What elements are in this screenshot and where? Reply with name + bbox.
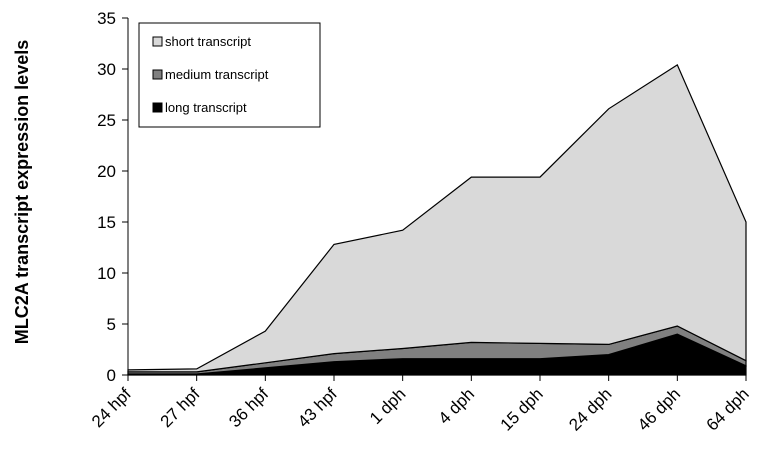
y-tick-label: 25: [97, 111, 116, 130]
x-tick-label: 24 dph: [565, 384, 615, 434]
x-tick-label: 46 dph: [634, 384, 684, 434]
x-tick-label: 43 hpf: [294, 384, 341, 431]
y-tick-label: 5: [107, 315, 116, 334]
x-tick-label: 27 hpf: [157, 384, 204, 431]
legend-swatch: [152, 36, 163, 47]
legend: short transcript medium transcript long tr…: [138, 22, 321, 128]
y-tick-label: 30: [97, 60, 116, 79]
legend-swatch: [152, 102, 163, 113]
legend-label: medium transcript: [165, 67, 269, 82]
y-tick-label: 15: [97, 213, 116, 232]
y-tick-label: 20: [97, 162, 116, 181]
x-axis: 24 hpf 27 hpf 36 hpf 43 hpf 1 dph 4 dph 15 dph…: [88, 374, 753, 435]
y-tick-label: 35: [97, 9, 116, 28]
x-tick-label: 15 dph: [497, 384, 547, 434]
y-tick-label: 10: [97, 264, 116, 283]
x-tick-label: 36 hpf: [225, 384, 272, 431]
legend-label: long transcript: [165, 100, 247, 115]
y-axis-title: MLC2A transcript expression levels: [12, 40, 32, 344]
legend-swatch: [152, 69, 163, 80]
y-tick-label: 0: [107, 366, 116, 385]
area-short-transcript: [127, 64, 747, 373]
x-tick-label: 64 dph: [703, 384, 753, 434]
legend-box: [138, 22, 321, 128]
x-tick-label: 1 dph: [366, 384, 410, 428]
x-tick-label: 4 dph: [435, 384, 479, 428]
x-tick-label: 24 hpf: [88, 384, 135, 431]
y-axis: 0 5 10 15 20 25 30 35: [97, 9, 129, 385]
legend-label: short transcript: [165, 34, 251, 49]
